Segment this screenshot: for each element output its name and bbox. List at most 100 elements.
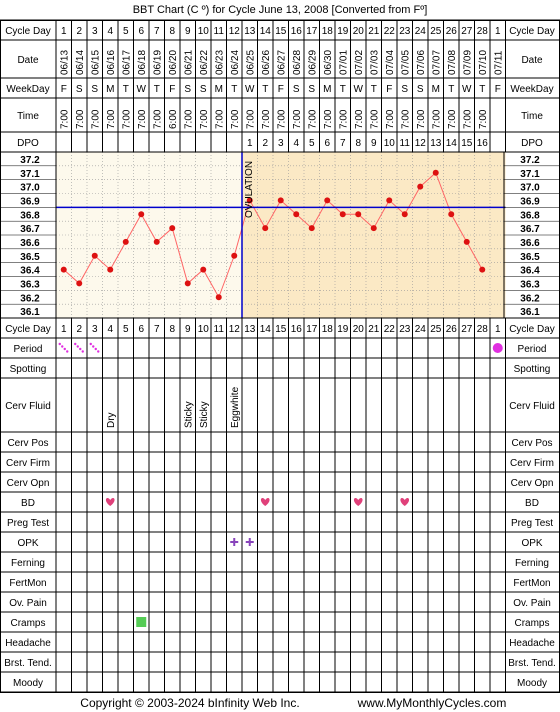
- weekday-label: W: [354, 84, 364, 95]
- period-dot: [74, 342, 77, 346]
- row-label-moody: Moody: [13, 678, 43, 689]
- y-tick-label: 36.2: [20, 293, 40, 304]
- dpo-label: 3: [278, 138, 284, 149]
- date-label: 06/30: [323, 50, 334, 75]
- row-label-right-headache: Headache: [509, 638, 555, 649]
- cerv-fluid-label: Sticky: [183, 401, 194, 428]
- temperature-point: [153, 238, 160, 245]
- y-tick-label-right: 36.6: [520, 238, 540, 249]
- weekday-label: S: [200, 84, 207, 95]
- row-label-period: Period: [14, 344, 43, 355]
- row-label-spotting: Spotting: [10, 364, 47, 375]
- row-label-right-spotting: Spotting: [514, 364, 551, 375]
- time-label: 7:00: [152, 109, 163, 129]
- cycle-day-label: 16: [291, 26, 303, 37]
- cycle-day-label: 4: [107, 324, 113, 335]
- period-dot: [97, 350, 100, 353]
- weekday-label: F: [495, 84, 501, 95]
- temperature-point: [463, 238, 470, 245]
- row-label-dpo: DPO: [17, 138, 39, 149]
- cycle-day-label: 7: [154, 324, 160, 335]
- date-label: 06/13: [59, 50, 70, 75]
- dpo-label: 4: [293, 138, 299, 149]
- temperature-point: [277, 197, 284, 204]
- time-label: 7:00: [354, 109, 365, 129]
- row-label-date: Date: [17, 55, 39, 66]
- cycle-day-label: 19: [337, 324, 349, 335]
- y-tick-label: 36.7: [20, 224, 40, 235]
- cycle-day-label: 23: [399, 26, 411, 37]
- cycle-day-label: 8: [169, 324, 175, 335]
- temperature-point: [262, 225, 269, 232]
- date-label: 06/23: [214, 50, 225, 75]
- cycle-day-label: 14: [260, 324, 272, 335]
- temperature-point: [107, 266, 114, 273]
- temperature-point: [308, 225, 315, 232]
- date-label: 06/18: [137, 50, 148, 75]
- weekday-label: M: [323, 84, 331, 95]
- dpo-label: 8: [355, 138, 361, 149]
- date-label: 07/07: [431, 50, 442, 75]
- cycle-day-label: 1: [61, 26, 67, 37]
- cycle-day-label: 25: [430, 324, 442, 335]
- footer-site[interactable]: www.MyMonthlyCycles.com: [357, 696, 507, 710]
- weekday-label: T: [479, 84, 485, 95]
- weekday-label: T: [123, 84, 129, 95]
- cycle-day-label: 1: [61, 324, 67, 335]
- cycle-day-label: 27: [461, 324, 473, 335]
- temperature-point: [386, 197, 393, 204]
- weekday-label: F: [278, 84, 284, 95]
- time-label: 7:00: [183, 109, 194, 129]
- bd-heart-icon: [260, 497, 270, 506]
- cycle-day-label: 22: [384, 26, 396, 37]
- cycle-day-label: 15: [275, 324, 287, 335]
- weekday-label: S: [308, 84, 315, 95]
- period-dot: [94, 347, 97, 351]
- row-label-right-cerv-firm: Cerv Firm: [510, 458, 554, 469]
- temperature-point: [60, 266, 67, 273]
- temperature-point: [138, 211, 145, 218]
- row-label-right-cycle-day: Cycle Day: [509, 324, 555, 335]
- bd-heart-icon: [353, 497, 363, 506]
- period-dot: [89, 342, 92, 346]
- dpo-label: 7: [340, 138, 346, 149]
- row-label-right-ov-pain: Ov. Pain: [513, 598, 551, 609]
- time-label: 7:00: [261, 109, 272, 129]
- row-label-cerv-firm: Cerv Firm: [6, 458, 50, 469]
- cycle-day-label: 1: [495, 26, 501, 37]
- cycle-day-label: 12: [229, 324, 241, 335]
- weekday-label: W: [245, 84, 255, 95]
- date-label: 07/02: [354, 50, 365, 75]
- row-label-right-time: Time: [521, 111, 543, 122]
- time-label: 7:00: [59, 109, 70, 129]
- cycle-day-label: 18: [322, 324, 334, 335]
- time-label: 7:00: [121, 109, 132, 129]
- cycle-day-label: 19: [337, 26, 349, 37]
- date-label: 06/21: [183, 50, 194, 75]
- time-label: 7:00: [292, 109, 303, 129]
- period-dot: [63, 347, 66, 351]
- time-label: 7:00: [323, 109, 334, 129]
- cycle-day-label: 26: [446, 324, 458, 335]
- y-tick-label: 36.1: [20, 307, 40, 318]
- date-label: 07/06: [416, 50, 427, 75]
- temperature-point: [339, 211, 346, 218]
- row-label-cerv-pos: Cerv Pos: [7, 438, 48, 449]
- period-marker: [58, 342, 69, 353]
- weekday-label: T: [448, 84, 454, 95]
- cycle-day-label: 1: [495, 324, 501, 335]
- temperature-point: [169, 225, 176, 232]
- row-label-weekday: WeekDay: [6, 84, 49, 95]
- chart-title: BBT Chart (C º) for Cycle June 13, 2008 …: [133, 4, 428, 16]
- date-label: 06/26: [261, 50, 272, 75]
- time-label: 7:00: [230, 109, 241, 129]
- date-label: 07/03: [369, 50, 380, 75]
- period-dot: [61, 345, 64, 348]
- cycle-day-label: 3: [92, 324, 98, 335]
- date-label: 06/29: [307, 50, 318, 75]
- weekday-label: S: [401, 84, 408, 95]
- cycle-day-label: 20: [353, 26, 365, 37]
- row-label-cramps: Cramps: [10, 618, 45, 629]
- y-tick-label-right: 36.9: [520, 196, 540, 207]
- date-label: 06/15: [90, 50, 101, 75]
